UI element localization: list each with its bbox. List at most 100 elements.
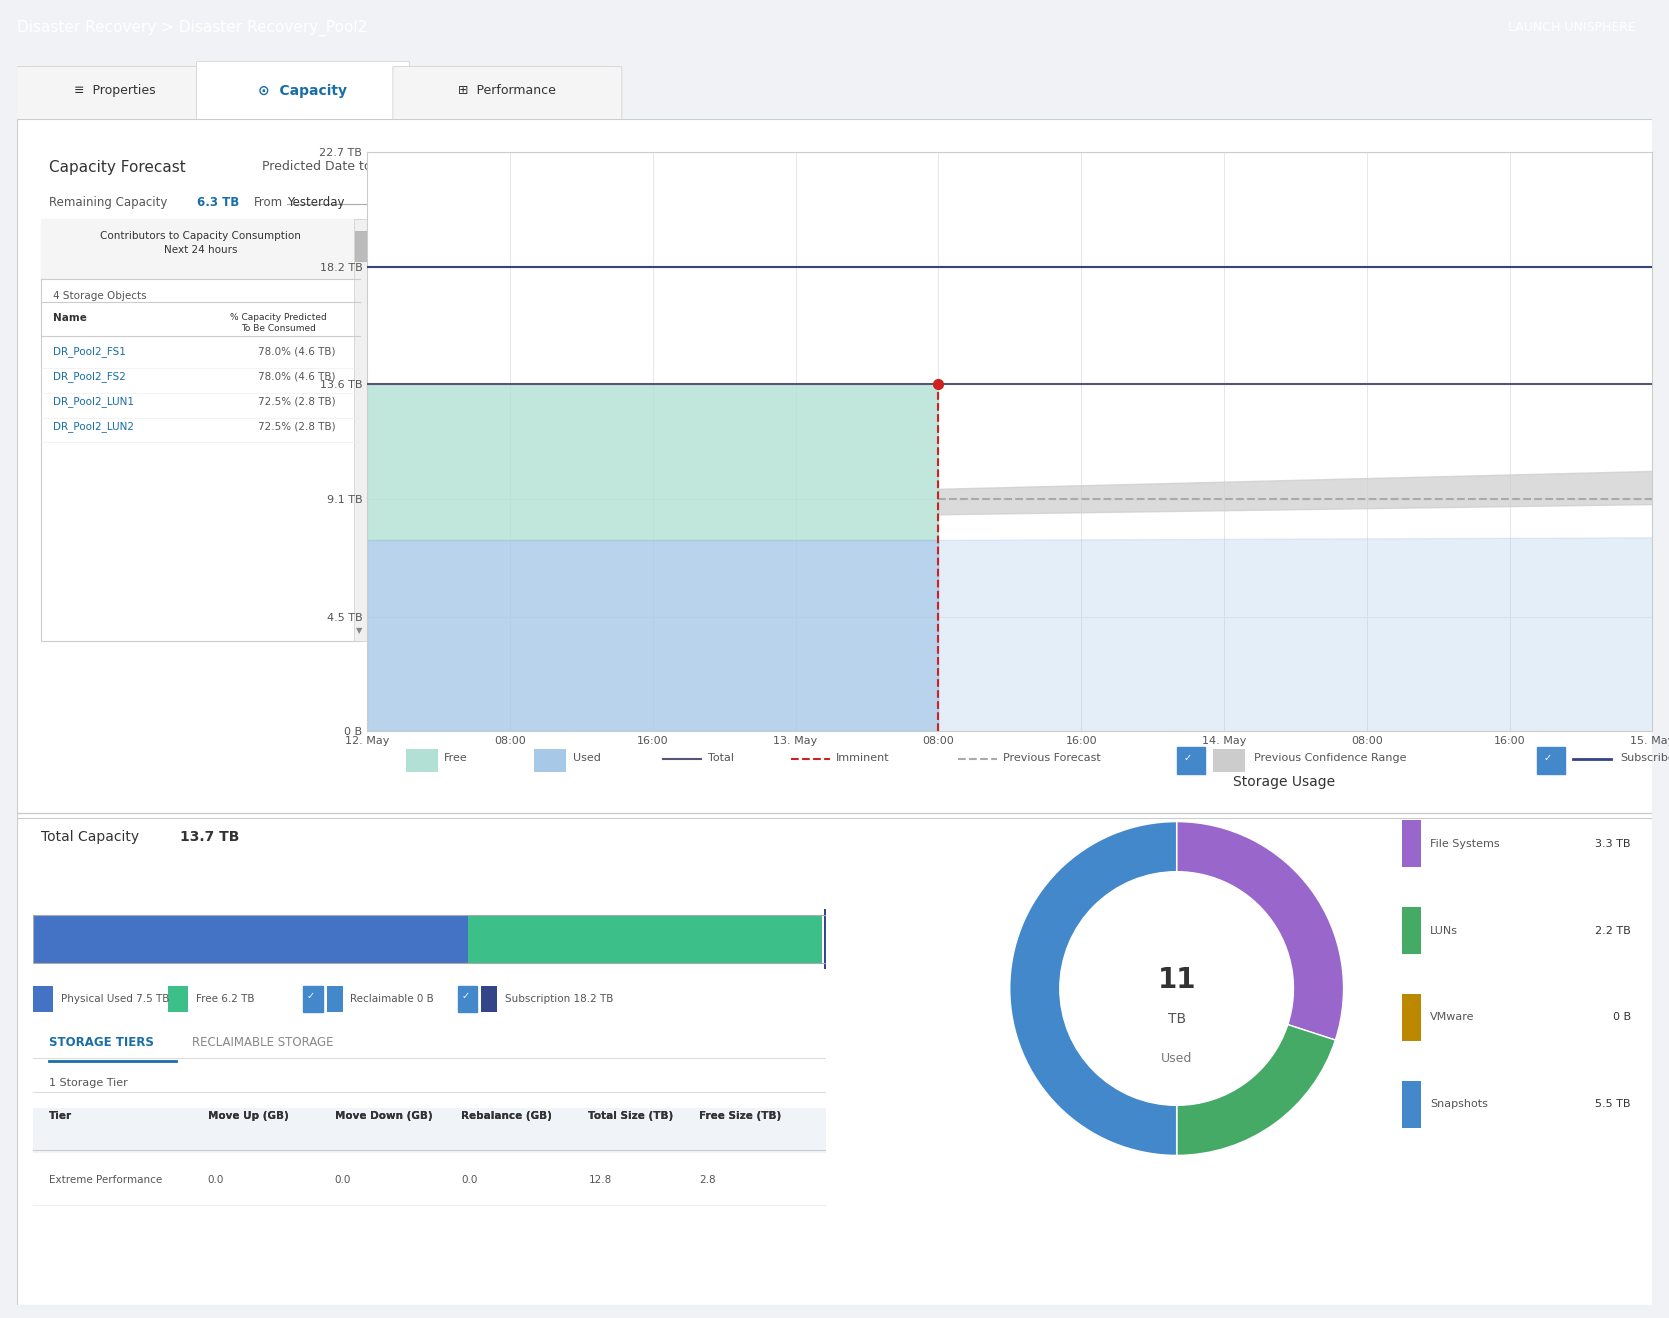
Text: 78.0% (4.6 TB): 78.0% (4.6 TB) <box>259 372 335 381</box>
Text: DR_Pool2_LUN1: DR_Pool2_LUN1 <box>53 397 134 407</box>
FancyBboxPatch shape <box>17 66 214 121</box>
Text: DR_Pool2_FS2: DR_Pool2_FS2 <box>53 372 125 382</box>
Text: LUNs: LUNs <box>1430 925 1459 936</box>
Circle shape <box>471 161 494 178</box>
Text: Rebalance (GB): Rebalance (GB) <box>461 1111 552 1122</box>
FancyBboxPatch shape <box>467 915 826 962</box>
Text: Move Up (GB): Move Up (GB) <box>207 1111 289 1122</box>
Text: 72.5% (2.8 TB): 72.5% (2.8 TB) <box>259 397 335 406</box>
Text: Tier: Tier <box>48 1111 72 1122</box>
Text: 0 B: 0 B <box>1612 1012 1631 1023</box>
FancyBboxPatch shape <box>304 986 322 1012</box>
Text: Tier: Tier <box>48 1111 72 1122</box>
Text: File Systems: File Systems <box>1430 838 1500 849</box>
FancyBboxPatch shape <box>33 986 53 1012</box>
Text: 📅: 📅 <box>618 195 623 206</box>
Text: DR_Pool2_FS1: DR_Pool2_FS1 <box>53 347 125 357</box>
Text: Move Down (GB): Move Down (GB) <box>334 1111 432 1122</box>
FancyBboxPatch shape <box>42 219 361 278</box>
Text: ✓: ✓ <box>1183 753 1192 763</box>
FancyBboxPatch shape <box>1402 1081 1420 1128</box>
Text: 0.0: 0.0 <box>461 1174 477 1185</box>
Text: ▼: ▼ <box>422 195 431 206</box>
Text: Previous Confidence Range: Previous Confidence Range <box>1253 753 1407 763</box>
Text: % Capacity Predicted
To Be Consumed: % Capacity Predicted To Be Consumed <box>230 314 327 333</box>
Text: Name: Name <box>53 314 87 323</box>
FancyBboxPatch shape <box>1537 746 1566 774</box>
Text: ✓: ✓ <box>461 991 469 1002</box>
Text: ⊙  Capacity: ⊙ Capacity <box>259 84 347 98</box>
FancyBboxPatch shape <box>1402 820 1420 867</box>
Text: 13.7 TB: 13.7 TB <box>180 830 240 845</box>
Text: 5.5 TB: 5.5 TB <box>1596 1099 1631 1110</box>
Text: Used: Used <box>1162 1052 1192 1065</box>
Text: 📅: 📅 <box>437 195 442 206</box>
Text: STORAGE TIERS: STORAGE TIERS <box>48 1036 154 1049</box>
Text: 12.8: 12.8 <box>587 1174 611 1185</box>
FancyBboxPatch shape <box>1177 746 1205 774</box>
Text: To: To <box>456 195 467 208</box>
Text: Actual Growth per Month: Actual Growth per Month <box>736 195 885 208</box>
FancyBboxPatch shape <box>823 915 826 962</box>
FancyBboxPatch shape <box>824 909 826 969</box>
FancyBboxPatch shape <box>33 915 467 962</box>
Text: Free 6.2 TB: Free 6.2 TB <box>195 994 254 1004</box>
Text: LAUNCH UNISPHERE: LAUNCH UNISPHERE <box>1507 21 1636 34</box>
Text: Imminent: Imminent <box>836 753 890 763</box>
Text: Extreme Performance: Extreme Performance <box>48 1174 162 1185</box>
Text: 3.3 TB: 3.3 TB <box>1596 838 1631 849</box>
FancyBboxPatch shape <box>481 986 497 1012</box>
Text: Storage Usage: Storage Usage <box>1233 775 1335 789</box>
Text: Full within 5 hours: Full within 5 hours <box>499 159 629 173</box>
Text: Free Size (TB): Free Size (TB) <box>699 1111 781 1122</box>
Text: ✓: ✓ <box>1544 753 1551 763</box>
FancyBboxPatch shape <box>406 749 437 771</box>
Text: Tomorrow: Tomorrow <box>474 195 532 208</box>
Text: Free: Free <box>444 753 467 763</box>
Text: Move Down (GB): Move Down (GB) <box>334 1111 432 1122</box>
FancyBboxPatch shape <box>33 1108 826 1152</box>
Text: From: From <box>254 195 284 208</box>
Text: 2.8: 2.8 <box>699 1174 716 1185</box>
Text: TB: TB <box>1168 1011 1185 1025</box>
FancyBboxPatch shape <box>457 986 477 1012</box>
Text: Disaster Recovery > Disaster Recovery_Pool2: Disaster Recovery > Disaster Recovery_Po… <box>17 20 367 36</box>
Text: (0 B) 0.0 % of Total: (0 B) 0.0 % of Total <box>998 195 1110 208</box>
Wedge shape <box>1010 821 1177 1156</box>
Text: Total Size (TB): Total Size (TB) <box>587 1111 674 1122</box>
Text: DR_Pool2_LUN2: DR_Pool2_LUN2 <box>53 422 134 432</box>
FancyBboxPatch shape <box>1402 907 1420 954</box>
FancyBboxPatch shape <box>534 749 566 771</box>
Text: Move Up (GB): Move Up (GB) <box>207 1111 289 1122</box>
Text: ▼: ▼ <box>603 195 609 206</box>
FancyBboxPatch shape <box>392 66 623 121</box>
Text: 11: 11 <box>1157 966 1197 994</box>
Text: VMware: VMware <box>1430 1012 1474 1023</box>
Wedge shape <box>1177 1024 1335 1156</box>
Text: Snapshots: Snapshots <box>1430 1099 1487 1110</box>
Text: 72.5% (2.8 TB): 72.5% (2.8 TB) <box>259 422 335 431</box>
Text: Free Size (TB): Free Size (TB) <box>699 1111 781 1122</box>
Text: ✓: ✓ <box>307 991 315 1002</box>
FancyBboxPatch shape <box>17 119 1652 1305</box>
Text: Capacity Forecast: Capacity Forecast <box>50 159 187 175</box>
FancyBboxPatch shape <box>42 219 361 641</box>
FancyBboxPatch shape <box>169 986 189 1012</box>
Text: Previous Forecast: Previous Forecast <box>1003 753 1102 763</box>
FancyBboxPatch shape <box>1402 994 1420 1041</box>
Text: 4 Storage Objects: 4 Storage Objects <box>53 290 147 301</box>
Text: 1 Storage Tier: 1 Storage Tier <box>48 1078 129 1087</box>
FancyBboxPatch shape <box>327 986 342 1012</box>
Text: 0.0: 0.0 <box>334 1174 350 1185</box>
Text: Total Size (TB): Total Size (TB) <box>587 1111 674 1122</box>
Text: 2.2 TB: 2.2 TB <box>1596 925 1631 936</box>
Text: Physical Used 7.5 TB: Physical Used 7.5 TB <box>62 994 170 1004</box>
Text: ≡  Properties: ≡ Properties <box>73 84 155 98</box>
FancyBboxPatch shape <box>1213 749 1245 771</box>
Text: Yesterday: Yesterday <box>287 195 344 208</box>
Text: Remaining Capacity: Remaining Capacity <box>50 195 169 208</box>
Text: ▼: ▼ <box>355 626 362 635</box>
FancyBboxPatch shape <box>354 219 369 641</box>
FancyBboxPatch shape <box>197 61 409 124</box>
Text: Rebalance (GB): Rebalance (GB) <box>461 1111 552 1122</box>
